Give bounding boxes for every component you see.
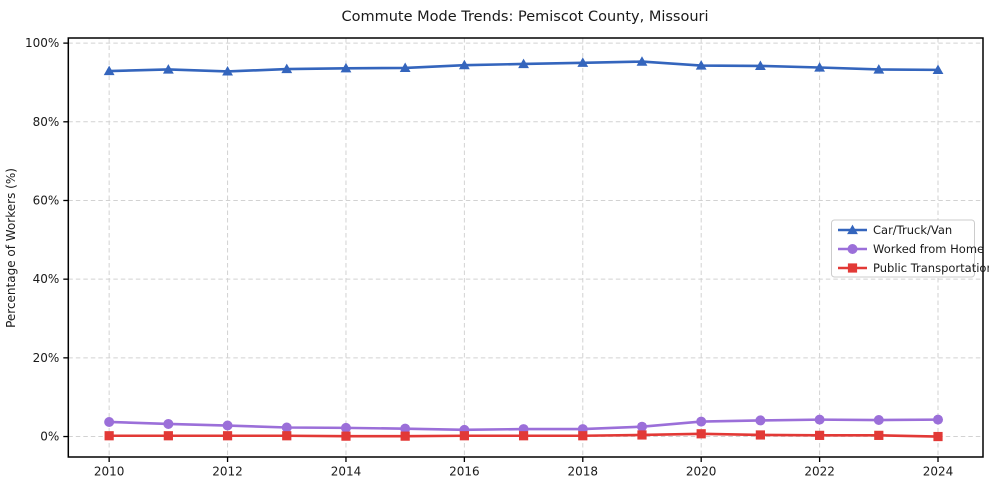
square-marker [400, 431, 410, 441]
triangle-marker [103, 65, 115, 76]
triangle-marker [695, 60, 707, 70]
triangle-marker [577, 57, 589, 67]
triangle-marker [222, 66, 233, 76]
x-tick-label: 2024 [923, 465, 954, 479]
x-tick-label: 2020 [686, 465, 717, 479]
circle-marker [933, 414, 944, 425]
circle-marker [104, 416, 115, 427]
square-marker [933, 431, 943, 442]
x-tick-label: 2022 [804, 465, 835, 479]
legend-item: Worked from Home [838, 242, 984, 256]
square-marker [459, 431, 469, 441]
x-tick-label: 2016 [449, 465, 480, 479]
triangle-marker [636, 56, 648, 66]
x-tick-label: 2018 [568, 465, 599, 479]
circle-marker [847, 244, 858, 254]
square-marker [163, 431, 173, 441]
legend-label: Worked from Home [873, 242, 984, 256]
y-tick-label: 0% [40, 430, 59, 444]
triangle-marker [873, 64, 885, 74]
y-tick-label: 80% [33, 115, 60, 129]
legend: Car/Truck/Van Worked from Home Public Tran… [831, 219, 989, 278]
square-marker [104, 431, 114, 441]
square-marker [637, 430, 647, 440]
square-marker [341, 431, 351, 441]
series-car-truck-van [103, 56, 944, 76]
legend-label: Public Transportation [873, 261, 989, 275]
triangle-marker [518, 58, 529, 69]
circle-marker [814, 414, 825, 425]
circle-marker [400, 423, 411, 434]
axis-ticks: 2010 2012 2014 2016 2018 2020 2022 2024 0% 20% 40%… [25, 36, 953, 478]
square-marker [874, 430, 884, 440]
square-marker [814, 430, 825, 440]
circle-marker [873, 415, 884, 426]
x-tick-label: 2014 [331, 465, 362, 479]
y-tick-label: 100% [25, 36, 59, 50]
legend-item: Car/Truck/Van [838, 223, 952, 237]
triangle-marker [754, 60, 766, 71]
triangle-marker [932, 64, 944, 74]
legend-item: Public Transportation [838, 261, 989, 275]
x-tick-label: 2012 [212, 465, 243, 479]
circle-marker [636, 421, 647, 432]
square-marker [222, 431, 233, 441]
square-marker [518, 431, 529, 441]
series-public-transportation [104, 429, 943, 442]
plot-border [67, 37, 984, 458]
circle-marker [281, 422, 292, 433]
circle-marker [696, 416, 707, 427]
triangle-marker [458, 59, 470, 70]
circle-marker [163, 418, 174, 429]
y-tick-label: 60% [33, 193, 60, 207]
chart-title: Commute Mode Trends: Pemiscot County, Mi… [341, 9, 708, 25]
legend-box [831, 219, 975, 278]
triangle-marker [847, 224, 858, 235]
triangle-marker [399, 62, 411, 73]
legend-label: Car/Truck/Van [873, 223, 952, 237]
triangle-marker [340, 62, 352, 73]
triangle-marker [162, 64, 174, 74]
y-tick-label: 40% [33, 272, 60, 286]
square-marker [696, 429, 706, 439]
triangle-marker [814, 62, 825, 72]
x-tick-label: 2010 [94, 465, 125, 479]
square-marker [847, 263, 858, 273]
y-tick-label: 20% [33, 351, 60, 365]
circle-marker [755, 415, 766, 426]
square-marker [578, 431, 588, 441]
y-axis-label: Percentage of Workers (%) [4, 168, 18, 328]
circle-marker [340, 422, 351, 433]
data-series [103, 56, 944, 442]
triangle-marker [281, 63, 293, 74]
square-marker [282, 431, 292, 441]
circle-marker [222, 420, 233, 431]
plot-frame [67, 37, 984, 458]
square-marker [755, 430, 765, 440]
